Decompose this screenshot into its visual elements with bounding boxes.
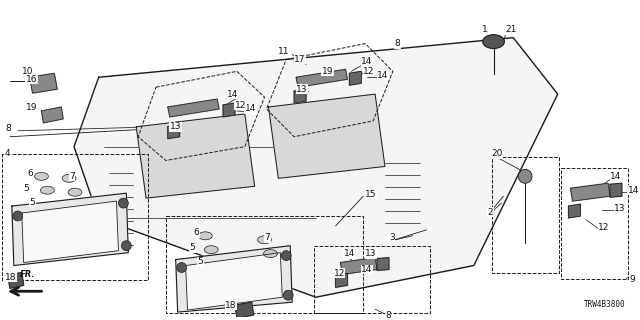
Text: 14: 14 [227,90,239,99]
Text: 1: 1 [482,25,488,34]
Ellipse shape [204,246,218,254]
Text: 17: 17 [294,55,306,64]
Text: 13: 13 [365,249,377,258]
Text: 14: 14 [377,71,388,80]
Polygon shape [610,183,622,197]
Text: 8: 8 [385,310,390,320]
Polygon shape [168,99,219,117]
Polygon shape [340,258,377,275]
Polygon shape [349,71,361,85]
Polygon shape [74,38,557,297]
Circle shape [13,211,22,221]
Polygon shape [570,183,610,201]
Text: 11: 11 [278,47,290,56]
Text: FR.: FR. [20,270,35,279]
Circle shape [282,251,291,260]
Ellipse shape [258,236,271,244]
Ellipse shape [35,172,49,180]
Circle shape [518,169,532,183]
Text: 20: 20 [492,149,503,158]
Polygon shape [186,253,282,310]
Text: 4: 4 [5,149,11,158]
Text: 13: 13 [614,204,625,212]
Ellipse shape [264,250,277,258]
Text: 19: 19 [322,67,333,76]
Circle shape [177,262,186,272]
Text: 5: 5 [24,184,29,193]
Text: 19: 19 [26,102,37,111]
Text: 9: 9 [630,275,636,284]
Text: 14: 14 [361,57,372,66]
Text: 13: 13 [296,85,308,94]
Text: 5: 5 [29,198,35,207]
Polygon shape [223,103,235,117]
Circle shape [118,198,128,208]
Polygon shape [294,89,306,103]
Polygon shape [22,201,118,262]
Polygon shape [335,274,348,287]
Text: 7: 7 [69,172,75,181]
Text: 5: 5 [189,243,195,252]
Text: 12: 12 [333,269,345,278]
Polygon shape [12,193,128,266]
Ellipse shape [62,174,76,182]
Polygon shape [42,107,63,123]
Ellipse shape [483,35,504,49]
Text: 8: 8 [395,39,401,48]
Text: 6: 6 [28,169,33,178]
Polygon shape [377,258,389,270]
Text: 13: 13 [170,122,181,131]
Text: 15: 15 [365,190,377,199]
Text: 14: 14 [610,172,621,181]
Polygon shape [29,73,57,93]
Polygon shape [269,94,385,178]
Text: 21: 21 [506,25,516,34]
Ellipse shape [40,186,54,194]
Text: 14: 14 [628,186,639,195]
Text: 8: 8 [5,124,11,133]
Text: 12: 12 [598,223,609,232]
Circle shape [122,241,131,251]
Text: 14: 14 [361,265,372,274]
Text: 12: 12 [364,67,374,76]
Polygon shape [168,125,180,139]
Text: 6: 6 [193,228,199,237]
Circle shape [284,290,293,300]
Polygon shape [176,246,292,312]
Text: 12: 12 [235,100,246,109]
Ellipse shape [68,188,82,196]
Text: 14: 14 [344,249,355,258]
Text: 3: 3 [389,233,395,242]
Text: 14: 14 [244,105,256,114]
Ellipse shape [198,232,212,240]
Text: 2: 2 [488,208,493,217]
Text: TRW4B3800: TRW4B3800 [584,300,626,309]
Polygon shape [568,204,580,218]
Text: 18: 18 [225,301,237,310]
Text: 7: 7 [264,233,270,242]
Text: 16: 16 [26,75,37,84]
Polygon shape [235,302,253,318]
Polygon shape [8,272,24,288]
Polygon shape [296,69,348,87]
Polygon shape [136,114,255,198]
Text: 5: 5 [197,257,203,266]
Text: 10: 10 [22,67,33,76]
Text: 18: 18 [5,273,17,282]
